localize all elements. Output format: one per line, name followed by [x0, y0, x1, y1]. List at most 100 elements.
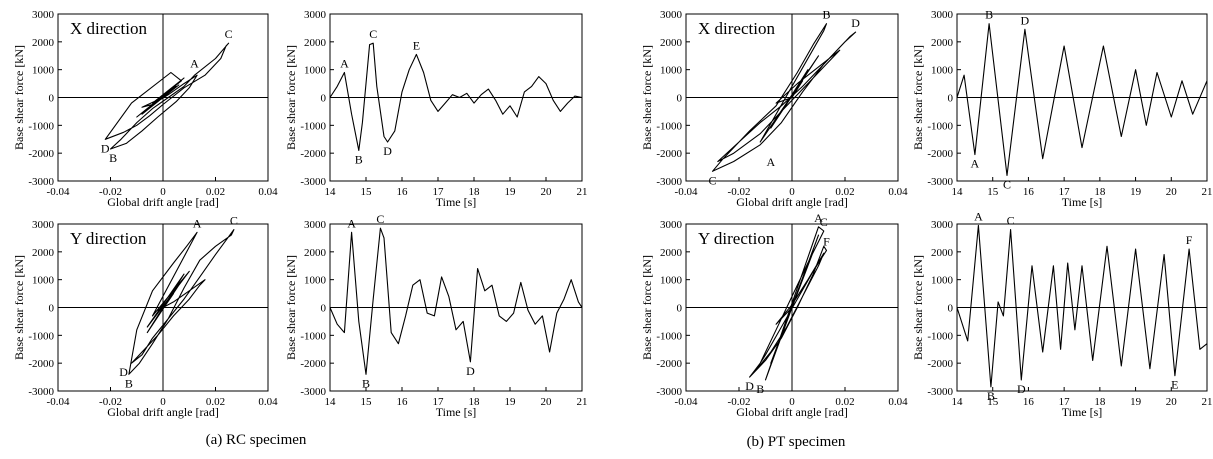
- y-tick-label: -1000: [300, 330, 326, 342]
- x-tick-label: 14: [952, 396, 964, 408]
- point-label-D: D: [851, 16, 860, 30]
- point-label-D: D: [1021, 13, 1030, 27]
- y-tick-label: 2000: [931, 37, 954, 49]
- point-label-D: D: [383, 144, 392, 158]
- y-tick-label: 3000: [931, 219, 954, 231]
- x-tick-label: -0.04: [47, 396, 70, 408]
- x-tick-label: 19: [505, 186, 517, 198]
- series-line: [956, 224, 1208, 388]
- caption-pt: (b) PT specimen: [747, 434, 846, 450]
- y-tick-label: -3000: [300, 176, 326, 188]
- point-label-E: E: [413, 38, 420, 52]
- y-tick-label: 2000: [32, 247, 55, 259]
- chart-pt-x-hysteresis: -3000 -2000 -1000 0 1000 2000 3000 -0.04 -0.02 0 0…: [640, 8, 908, 209]
- y-tick-label: 2000: [304, 247, 327, 259]
- point-label-A: A: [193, 216, 202, 230]
- x-axis-label: Time [s]: [1062, 195, 1103, 209]
- x-tick-label: 18: [1094, 396, 1106, 408]
- x-axis-label: Global drift angle [rad]: [736, 405, 848, 419]
- x-tick-label: 15: [361, 396, 373, 408]
- x-tick-label: 0.04: [888, 396, 908, 408]
- chart-pt-y-time: -3000 -2000 -1000 0 1000 2000 3000 14 15 16 17 18 19…: [911, 209, 1213, 419]
- point-label-B: B: [355, 152, 363, 166]
- x-tick-label: 18: [469, 186, 481, 198]
- y-tick-label: 2000: [32, 37, 55, 49]
- y-tick-label: -1000: [300, 120, 326, 132]
- y-tick-label: 2000: [660, 37, 683, 49]
- y-tick-label: -3000: [656, 176, 682, 188]
- x-tick-label: 20: [1166, 186, 1178, 198]
- series-line: [711, 23, 857, 172]
- y-tick-label: -1000: [927, 330, 953, 342]
- x-tick-label: 15: [987, 186, 999, 198]
- point-label-B: B: [822, 8, 830, 22]
- y-axis-label: Base shear force [kN]: [12, 255, 26, 360]
- y-tick-label: 3000: [304, 219, 327, 231]
- point-label-D: D: [119, 365, 128, 379]
- point-label-B: B: [985, 8, 993, 22]
- point-label-D: D: [466, 364, 475, 378]
- point-label-B: B: [109, 151, 117, 165]
- y-tick-label: 0: [321, 303, 327, 315]
- x-tick-label: 14: [325, 396, 337, 408]
- x-axis-label: Time [s]: [1062, 405, 1103, 419]
- x-tick-label: 20: [1166, 396, 1178, 408]
- y-tick-label: -1000: [656, 330, 682, 342]
- point-label-A: A: [190, 56, 199, 70]
- y-tick-label: -1000: [28, 330, 54, 342]
- x-axis-label: Global drift angle [rad]: [107, 405, 219, 419]
- x-axis-label: Time [s]: [436, 195, 477, 209]
- x-tick-label: -0.02: [728, 396, 751, 408]
- point-label-C: C: [369, 27, 377, 41]
- x-tick-label: 0: [160, 186, 166, 198]
- y-tick-label: 3000: [304, 9, 327, 21]
- x-tick-label: -0.02: [99, 186, 122, 198]
- point-label-D: D: [745, 379, 754, 393]
- y-tick-label: -2000: [300, 148, 326, 160]
- y-tick-label: -3000: [28, 176, 54, 188]
- point-label-C: C: [230, 214, 238, 228]
- y-tick-label: 1000: [32, 275, 55, 287]
- x-tick-label: -0.04: [675, 186, 698, 198]
- x-axis-label: Global drift angle [rad]: [107, 195, 219, 209]
- y-tick-label: -3000: [28, 386, 54, 398]
- x-tick-label: 21: [577, 186, 588, 198]
- y-tick-label: 0: [49, 303, 55, 315]
- direction-title: X direction: [698, 19, 775, 38]
- point-label-F: F: [1186, 233, 1193, 247]
- point-label-B: B: [987, 389, 995, 403]
- y-tick-label: 1000: [304, 275, 327, 287]
- point-label-A: A: [340, 56, 349, 70]
- x-tick-label: 0.04: [258, 396, 278, 408]
- y-tick-label: 1000: [32, 65, 55, 77]
- y-tick-label: 3000: [660, 9, 683, 21]
- x-tick-label: 0: [789, 396, 795, 408]
- series-line: [749, 226, 828, 381]
- x-axis-label: Global drift angle [rad]: [736, 195, 848, 209]
- point-label-C: C: [708, 173, 716, 187]
- y-axis-label: Base shear force [kN]: [640, 45, 654, 150]
- chart-pt-y-hysteresis: -3000 -2000 -1000 0 1000 2000 3000 -0.04 -0.02 0 0…: [640, 211, 908, 419]
- y-tick-label: -3000: [656, 386, 682, 398]
- y-tick-label: 1000: [931, 65, 954, 77]
- x-tick-label: 21: [577, 396, 588, 408]
- x-tick-label: 15: [361, 186, 373, 198]
- y-tick-label: 0: [49, 93, 55, 105]
- point-label-A: A: [347, 216, 356, 230]
- direction-title: Y direction: [70, 229, 147, 248]
- x-tick-label: 0.04: [888, 186, 908, 198]
- x-tick-label: 0.02: [835, 186, 854, 198]
- y-axis-label: Base shear force [kN]: [911, 255, 925, 360]
- point-label-B: B: [756, 382, 764, 396]
- y-tick-label: 2000: [660, 247, 683, 259]
- y-tick-label: 0: [948, 303, 954, 315]
- caption-rc: (a) RC specimen: [206, 432, 307, 448]
- y-tick-label: -2000: [28, 358, 54, 370]
- direction-title: Y direction: [698, 229, 775, 248]
- x-tick-label: 18: [469, 396, 481, 408]
- x-tick-label: 0: [789, 186, 795, 198]
- x-tick-label: -0.04: [675, 396, 698, 408]
- x-tick-label: 16: [1023, 186, 1035, 198]
- point-label-C: C: [225, 27, 233, 41]
